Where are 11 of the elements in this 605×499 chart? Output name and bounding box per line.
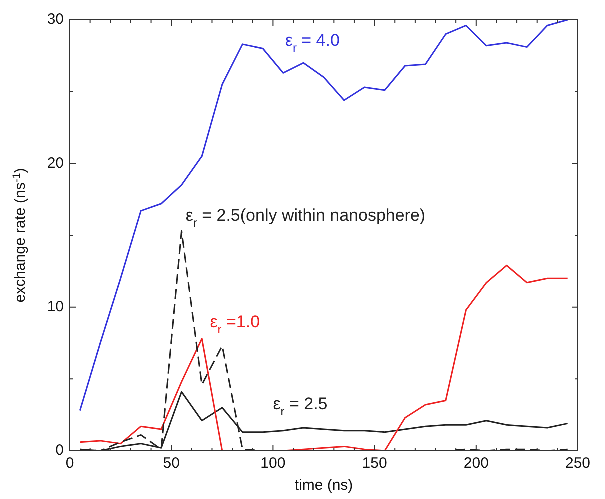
- x-tick-label: 150: [362, 455, 388, 472]
- x-tick-label: 50: [163, 455, 180, 472]
- x-tick-label: 200: [464, 455, 489, 472]
- y-tick-label: 10: [47, 298, 64, 316]
- y-axis-title: exchange rate (ns-1): [10, 168, 29, 303]
- y-tick-label: 0: [56, 442, 64, 460]
- x-tick-label: 250: [565, 455, 591, 472]
- y-tick-label: 20: [47, 154, 64, 172]
- y-tick-label: 30: [47, 11, 64, 28]
- x-axis-title: time (ns): [294, 477, 354, 494]
- x-tick-label: 100: [260, 455, 286, 472]
